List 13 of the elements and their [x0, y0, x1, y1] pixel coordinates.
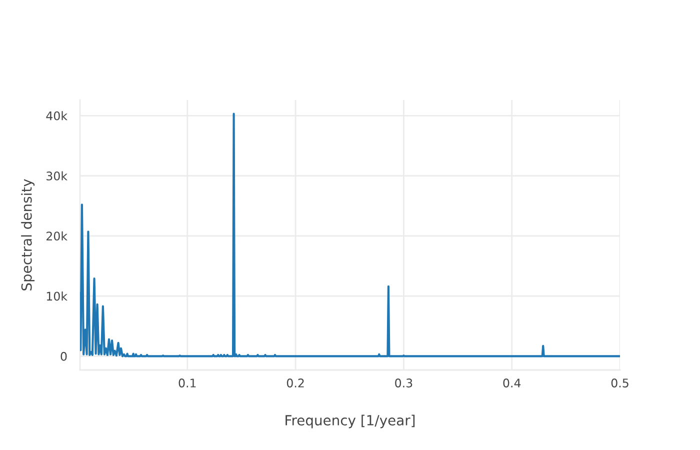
x-tick-label: 0.5	[611, 378, 628, 388]
line-series	[80, 112, 620, 358]
y-tick-label: 10k	[46, 292, 68, 301]
y-tick-label: 20k	[46, 231, 68, 241]
x-tick-label: 0.2	[286, 378, 304, 388]
y-tick-label: 0	[60, 352, 67, 361]
x-axis-title: Frequency [1/year]	[286, 414, 415, 428]
y-tick-label: 30k	[46, 171, 68, 180]
x-tick-label: 0.1	[178, 378, 196, 388]
y-tick-label: 40k	[46, 111, 68, 120]
y-axis-title: Spectral density	[21, 179, 35, 290]
x-tick-label: 0.4	[503, 378, 521, 388]
x-tick-label: 0.3	[395, 378, 412, 388]
